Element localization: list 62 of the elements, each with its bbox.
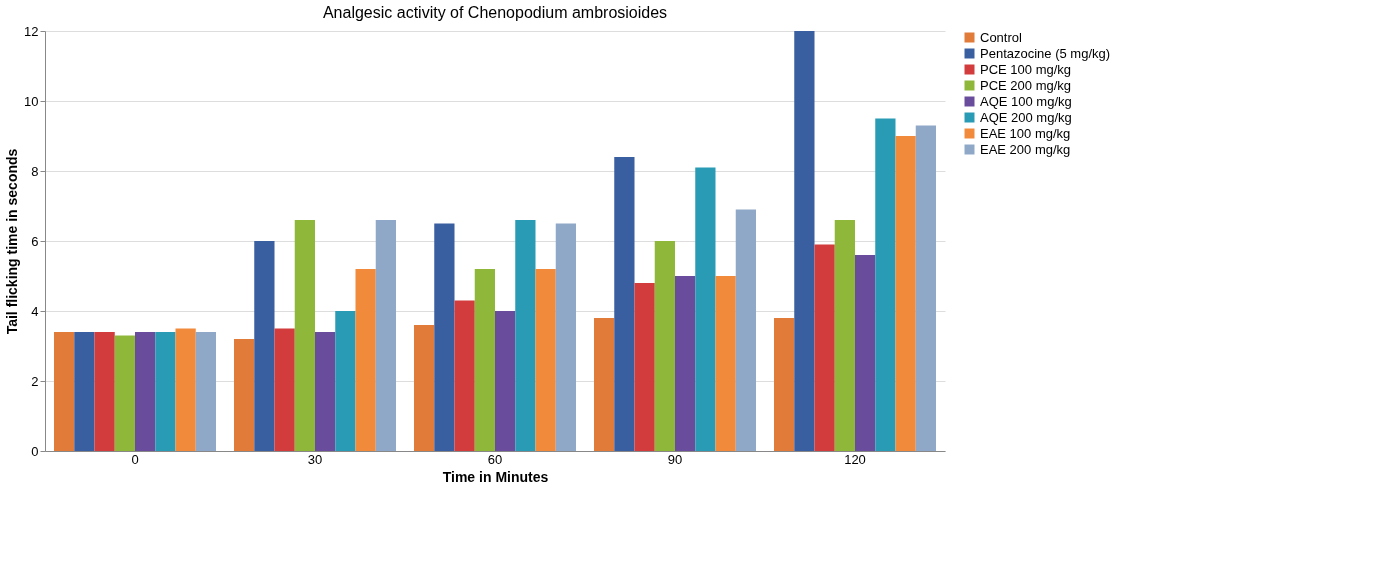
bar: [675, 276, 696, 451]
bar: [735, 209, 756, 451]
bar: [175, 328, 196, 451]
bar: [875, 118, 896, 451]
bar: [794, 31, 815, 451]
bar: [414, 325, 435, 451]
bar: [594, 318, 615, 451]
bar: [814, 244, 835, 451]
bar: [555, 223, 576, 451]
bar: [274, 328, 295, 451]
chart-title: Analgesic activity of Chenopodium ambrosioides: [322, 4, 668, 21]
bar: [114, 335, 135, 451]
bar: [515, 220, 536, 451]
bar: [654, 241, 675, 451]
bar: [434, 223, 455, 451]
y-tick-label: 8: [31, 163, 39, 179]
x-tick-label: 30: [307, 451, 323, 467]
bar: [855, 255, 876, 451]
x-tick-label: 90: [667, 451, 683, 467]
x-tick-label: 0: [131, 451, 139, 467]
bar: [74, 332, 95, 451]
legend-label: EAE 100 mg/kg: [980, 125, 1071, 141]
bar: [94, 332, 115, 451]
x-tick-label: 120: [844, 451, 866, 467]
bar: [254, 241, 275, 451]
bar: [155, 332, 176, 451]
x-axis-title: Time in Minutes: [442, 468, 549, 485]
bar: [355, 269, 376, 451]
legend-label: Control: [980, 29, 1023, 45]
y-tick-label: 6: [31, 233, 39, 249]
bar: [695, 167, 716, 451]
y-tick-label: 12: [24, 23, 39, 39]
bar: [915, 125, 936, 451]
bar: [614, 157, 635, 451]
bar: [234, 339, 255, 451]
bar: [375, 220, 396, 451]
bar: [195, 332, 216, 451]
legend-label: PCE 200 mg/kg: [980, 77, 1072, 93]
x-tick-label: 60: [487, 451, 503, 467]
bar: [834, 220, 855, 451]
bar: [895, 136, 916, 451]
bar: [774, 318, 795, 451]
bar: [474, 269, 495, 451]
y-tick-label: 10: [24, 93, 39, 109]
legend-label: EAE 200 mg/kg: [980, 141, 1071, 157]
y-axis-title: Tail flicking time in seconds: [4, 148, 21, 335]
bar: [535, 269, 556, 451]
bar: [135, 332, 156, 451]
bar: [54, 332, 75, 451]
y-tick-label: 2: [31, 373, 39, 389]
bar: [315, 332, 336, 451]
legend-label: PCE 100 mg/kg: [980, 61, 1072, 77]
bar: [634, 283, 655, 451]
bar: [454, 300, 475, 451]
bar: [335, 311, 356, 451]
legend-label: Pentazocine (5 mg/kg): [980, 45, 1111, 61]
y-tick-label: 4: [31, 303, 39, 319]
bar: [715, 276, 736, 451]
legend-label: AQE 200 mg/kg: [980, 109, 1072, 125]
bar: [294, 220, 315, 451]
legend-label: AQE 100 mg/kg: [980, 93, 1072, 109]
bar: [495, 311, 516, 451]
